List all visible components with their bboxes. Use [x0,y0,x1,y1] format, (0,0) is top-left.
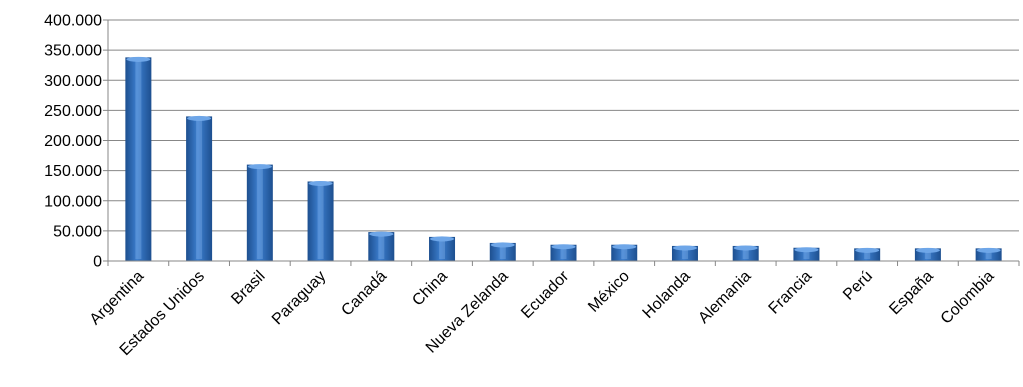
bar-sheen [681,249,688,259]
bar-top-highlight [490,242,515,248]
bar-top-highlight [855,247,880,253]
bar-top-highlight [794,247,819,253]
bar-sheen [317,185,324,259]
bar-top-highlight [247,164,272,170]
bar-sheen [560,248,567,259]
y-tick-label: 200.000 [44,133,102,150]
x-category-label: Paraguay [269,268,329,328]
bar-top-highlight [308,180,333,186]
bar-sheen [803,251,810,259]
y-tick-label: 150.000 [44,163,102,180]
bar-top-highlight [187,115,212,121]
bar-top-highlight [915,247,940,253]
bar-sheen [985,252,992,259]
bar-sheen [742,249,749,259]
bar-canad- [368,232,395,261]
bar-sheen [135,61,142,260]
x-category-label: Holanda [640,268,694,322]
x-category-label: México [585,268,633,316]
bar-top-highlight [733,245,758,251]
bar-top-highlight [369,231,394,237]
bar-top-highlight [672,245,697,251]
bar-top-highlight [976,247,1001,253]
y-tick-label: 400.000 [44,13,102,30]
y-tick-label: 300.000 [44,73,102,90]
bar-argentina [125,57,152,262]
y-tick-label: 50.000 [53,223,102,240]
y-tick-label: 0 [93,254,102,271]
bars [125,56,1002,262]
x-category-label: Brasil [228,268,268,308]
x-category-label: España [886,268,936,318]
bar-nueva-zelanda [489,242,516,261]
bar-top-highlight [430,236,455,242]
x-category-label: Francia [766,268,816,318]
y-tick-label: 100.000 [44,193,102,210]
bar-paraguay [307,181,334,261]
x-category-label: Alemania [695,268,754,327]
x-category-label: Canadá [338,268,390,320]
bar-sheen [924,252,931,259]
y-axis-tick-labels: 0 50.000 100.000 150.000 200.000 250.000 300.0… [44,13,102,271]
bar-sheen [439,240,446,259]
bar-sheen [499,246,506,259]
bar-top-highlight [551,244,576,250]
x-category-label: Colombia [938,268,998,328]
bar-sheen [256,168,263,259]
bar-top-highlight [126,56,151,62]
axes [107,20,1020,266]
bar-estados-unidos [186,116,213,262]
y-tick-label: 350.000 [44,43,102,60]
bar-brasil [246,164,273,261]
x-category-label: China [409,268,451,310]
x-category-label: Perú [840,268,876,304]
bar-sheen [621,248,628,259]
bar-sheen [378,236,385,259]
x-category-label: Ecuador [518,267,573,322]
gridlines [103,19,1019,262]
bar-top-highlight [612,244,637,250]
y-tick-label: 250.000 [44,103,102,120]
x-category-label: Argentina [87,268,148,329]
bar-sheen [196,120,203,260]
bar-sheen [864,252,871,259]
